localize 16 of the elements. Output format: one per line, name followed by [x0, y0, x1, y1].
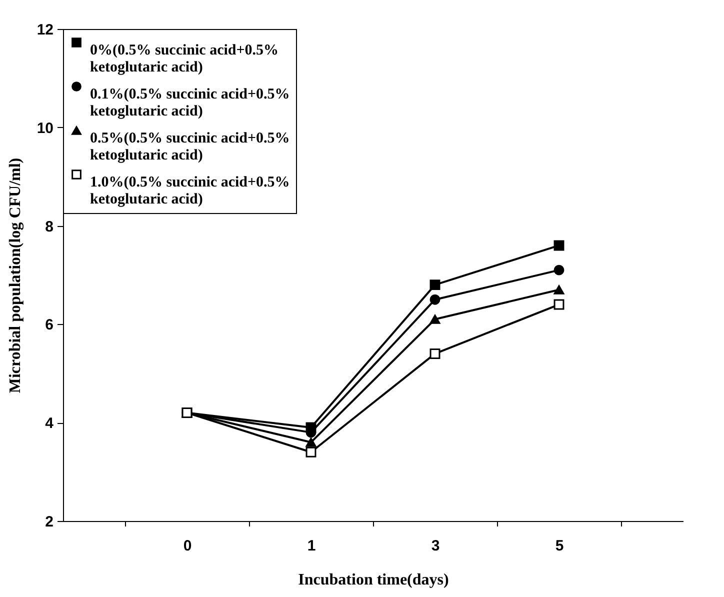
y-tick-label: 10 [36, 120, 54, 137]
y-tick-label: 2 [45, 514, 54, 530]
legend-label: 0.5%(0.5% succinic acid+0.5% ketoglutaric acid) [90, 130, 290, 164]
y-tick-label: 4 [45, 415, 54, 432]
x-tick-label: 0 [183, 538, 192, 554]
x-tick-label: 3 [431, 538, 440, 554]
legend-label: 0.1%(0.5% succinic acid+0.5% ketoglutaric acid) [90, 86, 290, 120]
legend-label: 0%(0.5% succinic acid+0.5% ketoglutaric acid) [90, 42, 279, 76]
y-tick-label: 12 [36, 22, 54, 38]
y-tick-label: 8 [45, 218, 54, 236]
y-axis-title: Microbial population(log CFU/ml) [6, 158, 24, 394]
y-tick-label: 6 [45, 316, 54, 334]
x-tick-label: 5 [555, 538, 564, 554]
x-axis-title: Incubation time(days) [298, 572, 449, 588]
legend-label: 1.0%(0.5% succinic acid+0.5% ketoglutaric acid) [90, 174, 290, 208]
x-tick-label: 1 [307, 538, 316, 554]
